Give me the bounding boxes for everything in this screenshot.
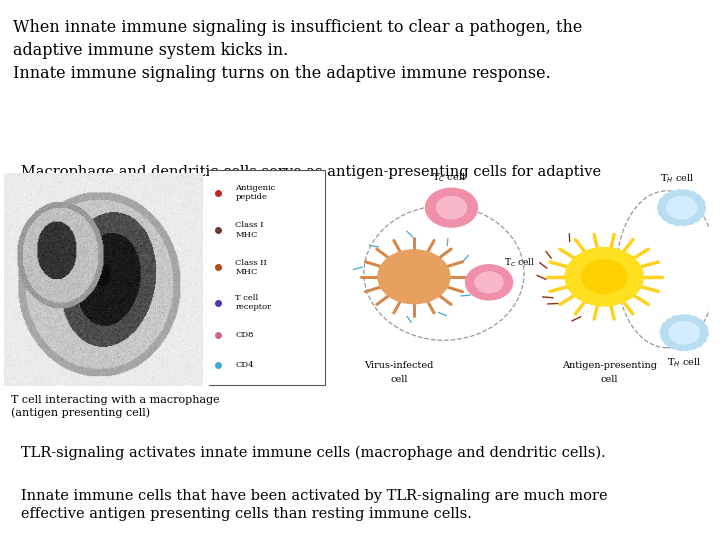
Text: Antigenic
peptide: Antigenic peptide [235,184,276,201]
Circle shape [466,265,513,300]
Text: T$_H$ cell: T$_H$ cell [667,356,701,369]
Circle shape [475,272,503,293]
Circle shape [436,197,467,219]
Circle shape [667,197,697,219]
Circle shape [660,315,708,350]
Text: T cell
receptor: T cell receptor [235,294,271,312]
Circle shape [657,190,706,226]
Text: T$_H$ cell: T$_H$ cell [660,172,694,185]
Circle shape [669,321,699,344]
Text: Virus-infected: Virus-infected [364,361,433,370]
Text: TLR-signaling activates innate immune cells (macrophage and dendritic cells).: TLR-signaling activates innate immune ce… [7,446,606,460]
Circle shape [582,260,626,294]
Text: T$_C$ cell: T$_C$ cell [432,171,466,184]
Circle shape [565,248,643,306]
Text: Antigen-presenting: Antigen-presenting [562,361,657,370]
Text: CD4: CD4 [235,361,254,368]
Text: T cell interacting with a macrophage
(antigen presenting cell): T cell interacting with a macrophage (an… [11,395,220,418]
Text: cell: cell [390,375,408,384]
Text: CD8: CD8 [235,330,254,339]
Text: cell: cell [600,375,618,384]
Text: Macrophage and dendritic cells serve as antigen-presenting cells for adaptive
  : Macrophage and dendritic cells serve as … [7,165,601,198]
Text: When innate immune signaling is insufficient to clear a pathogen, the
adaptive i: When innate immune signaling is insuffic… [13,19,582,82]
Circle shape [426,188,477,227]
Text: Innate immune cells that have been activated by TLR-signaling are much more
   e: Innate immune cells that have been activ… [7,489,608,521]
FancyBboxPatch shape [207,170,325,385]
Circle shape [378,250,450,303]
Text: Class I
MHC: Class I MHC [235,221,264,239]
Text: Class II
MHC: Class II MHC [235,259,267,276]
Text: T$_C$ cell: T$_C$ cell [504,257,536,269]
